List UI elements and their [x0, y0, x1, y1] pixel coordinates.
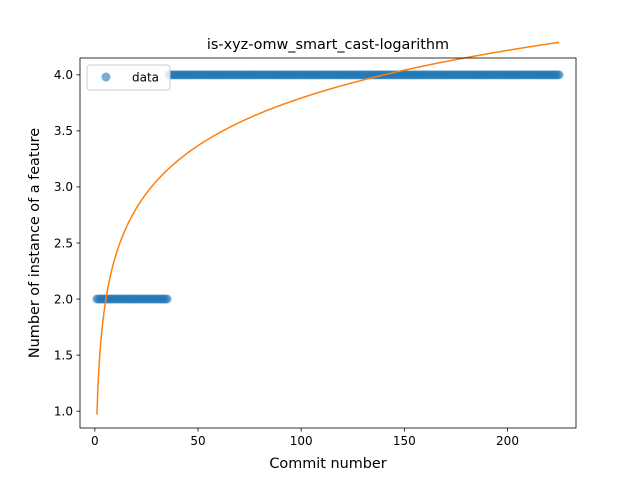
legend-marker-data — [102, 73, 111, 82]
x-tick-label: 150 — [393, 434, 416, 448]
legend: data — [87, 65, 170, 90]
y-tick-label: 4.0 — [54, 68, 73, 82]
data-point — [555, 70, 564, 79]
y-tick-label: 1.5 — [54, 348, 73, 362]
legend-label-data: data — [132, 71, 159, 85]
y-tick-label: 3.0 — [54, 180, 73, 194]
y-tick-label: 2.5 — [54, 236, 73, 250]
data-point — [163, 295, 172, 304]
x-tick-label: 100 — [290, 434, 313, 448]
x-tick-label: 0 — [91, 434, 99, 448]
x-tick-label: 50 — [190, 434, 205, 448]
x-axis-label: Commit number — [269, 456, 386, 472]
y-tick-label: 2.0 — [54, 292, 73, 306]
x-tick-label: 200 — [496, 434, 519, 448]
y-tick-label: 1.0 — [54, 404, 73, 418]
y-axis-label: Number of instance of a feature — [27, 128, 43, 358]
y-tick-label: 3.5 — [54, 124, 73, 138]
chart-title: is-xyz-omw_smart_cast-logarithm — [207, 37, 449, 53]
